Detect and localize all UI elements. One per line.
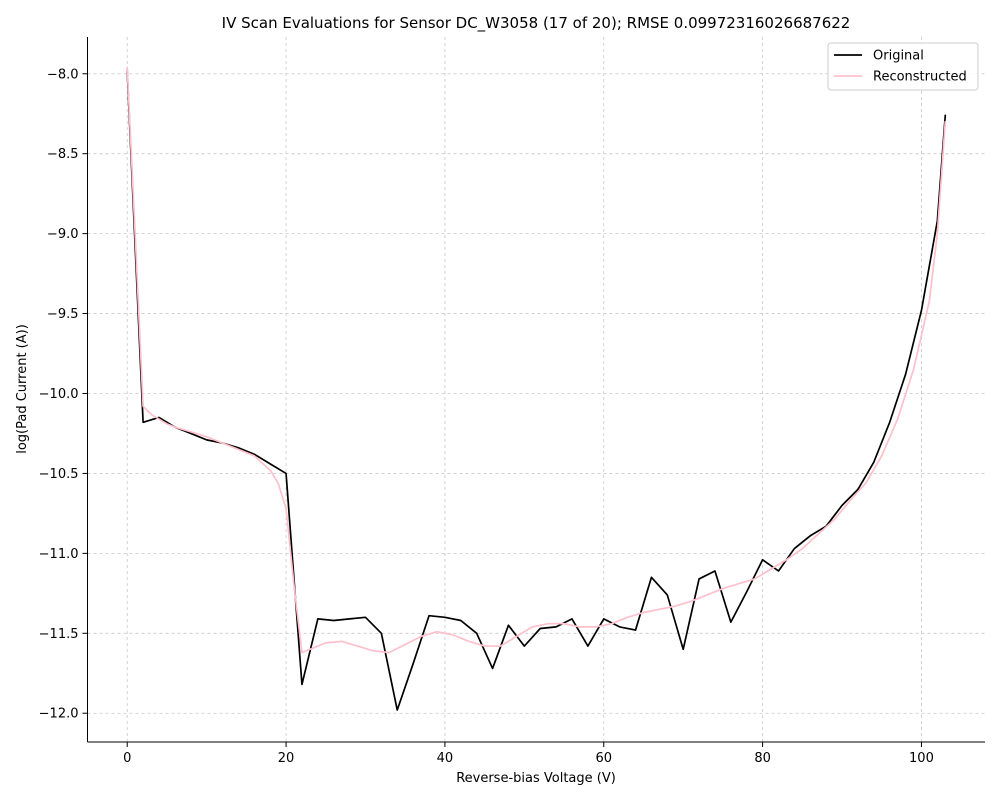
plot-series (126, 66, 947, 711)
y-tick-label: −9.0 (47, 227, 79, 242)
legend-label-original: Original (873, 49, 924, 64)
y-tick-label: −9.5 (47, 307, 79, 322)
y-tick-label: −10.5 (39, 467, 79, 482)
y-tick-label: −11.0 (39, 547, 79, 562)
x-axis-label: Reverse-bias Voltage (V) (456, 771, 616, 786)
y-tick-label: −8.5 (47, 147, 79, 162)
x-tick-label: 0 (123, 751, 131, 766)
x-tick-label: 80 (754, 751, 771, 766)
y-axis-label: log(Pad Current (A)) (15, 324, 30, 454)
y-tick-label: −11.5 (39, 627, 79, 642)
y-tick-label: −8.0 (47, 67, 79, 82)
x-tick-label: 60 (595, 751, 612, 766)
y-tick-label: −12.0 (39, 707, 79, 722)
x-tick-label: 100 (909, 751, 934, 766)
x-tick-label: 20 (278, 751, 295, 766)
x-axis-ticks: 0 20 40 60 80 100 (123, 742, 934, 766)
series-line-original (126, 69, 947, 711)
x-tick-label: 40 (437, 751, 454, 766)
y-axis-ticks: −8.0 −8.5 −9.0 −9.5 −10.0 −10.5 −11.0 −11.5 −12.… (39, 67, 88, 722)
legend-frame (827, 42, 979, 91)
series-line-reconstructed (126, 66, 947, 654)
y-tick-label: −10.0 (39, 387, 79, 402)
grid-lines (87, 37, 985, 742)
axes (87, 37, 985, 743)
legend-label-reconstructed: Reconstructed (873, 70, 967, 85)
legend: Original Reconstructed (827, 42, 979, 91)
chart-title: IV Scan Evaluations for Sensor DC_W3058 … (222, 14, 851, 33)
